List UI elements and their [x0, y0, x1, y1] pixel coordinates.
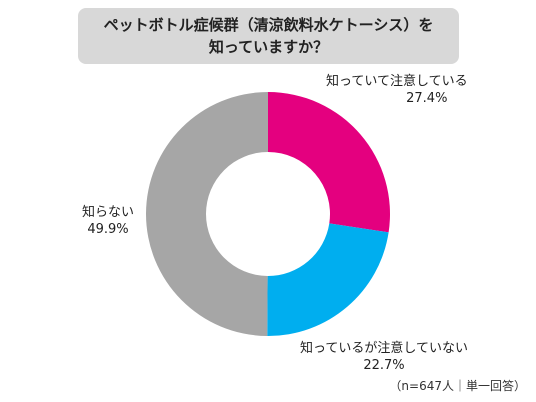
sample-note: （n=647人｜単一回答） [389, 379, 526, 393]
label-dont-know-value: 49.9% [87, 222, 129, 237]
slice-dont-know [146, 92, 268, 336]
label-know-careful-name: 知っていて注意している [326, 74, 468, 89]
label-know-careful-value: 27.4% [406, 91, 448, 106]
slice-know-not-careful [267, 223, 389, 336]
label-know-not-careful-value: 22.7% [363, 358, 405, 373]
label-know-not-careful-name: 知っているが注意していない [300, 341, 468, 356]
label-dont-know: 知らない 49.9% [82, 204, 134, 238]
slice-know-careful [268, 92, 390, 233]
label-know-careful: 知っていて注意している 27.4% [326, 73, 468, 107]
label-know-not-careful: 知っているが注意していない 22.7% [300, 340, 468, 374]
chart-title-line-1: ペットボトル症候群（清涼飲料水ケトーシス）を [103, 16, 434, 34]
chart-title-box: ペットボトル症候群（清涼飲料水ケトーシス）を 知っていますか？ [78, 8, 459, 64]
label-dont-know-name: 知らない [82, 205, 135, 220]
chart-title-line-2: 知っていますか？ [208, 38, 329, 56]
